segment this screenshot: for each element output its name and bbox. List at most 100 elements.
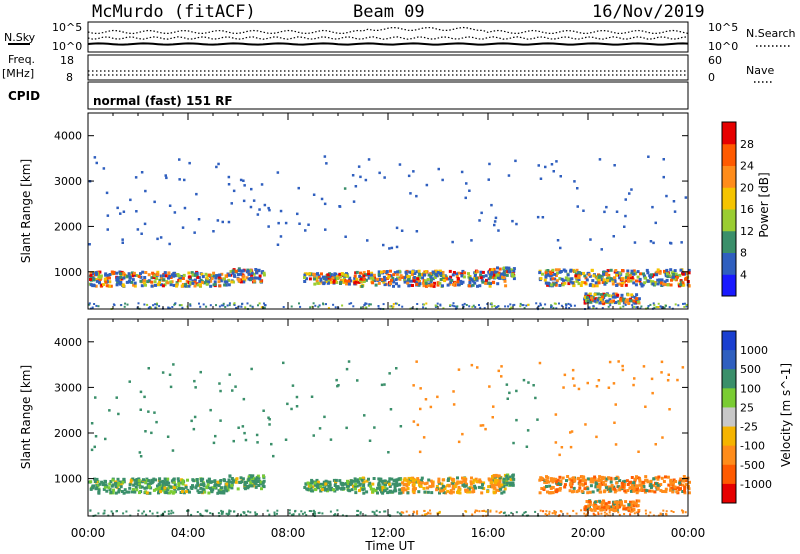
echo-cell [233, 274, 236, 278]
echo-cell [504, 284, 508, 288]
echo-cell [388, 485, 392, 488]
echo-cell [214, 434, 217, 438]
echo-cell [629, 500, 632, 504]
echo-cell [435, 488, 439, 492]
echo-cell [406, 487, 410, 491]
echo-cell [643, 281, 647, 285]
echo-cell [374, 283, 378, 287]
echo-cell [470, 278, 474, 282]
echo-cell [441, 484, 445, 488]
echo-cell [100, 480, 104, 484]
echo-cell [332, 488, 335, 492]
date-title: 16/Nov/2019 [592, 2, 705, 22]
echo-cell [417, 283, 421, 287]
echo-cell [359, 511, 362, 514]
echo-cell [682, 510, 685, 513]
echo-cell [480, 491, 484, 495]
echo-cell [296, 212, 299, 216]
echo-cell [200, 483, 203, 487]
echo-cell [534, 396, 537, 400]
echo-cell [200, 281, 204, 285]
echo-cell [484, 281, 488, 285]
echo-cell [340, 272, 344, 276]
echo-cell [457, 440, 461, 444]
echo-cell [233, 302, 236, 305]
echo-cell [452, 271, 456, 274]
echo-cell [374, 489, 378, 493]
echo-cell [423, 482, 427, 486]
echo-cell [569, 445, 573, 449]
echo-cell [599, 297, 603, 301]
echo-cell [679, 283, 683, 287]
echo-cell [217, 162, 220, 166]
echo-cell [321, 512, 324, 515]
echo-cell [584, 505, 588, 509]
echo-cell [418, 450, 422, 454]
echo-cell [204, 272, 208, 276]
echo-cell [167, 512, 170, 515]
echo-cell [226, 481, 230, 484]
echo-cell [411, 487, 415, 491]
echo-cell [243, 431, 246, 435]
echo-cell [630, 269, 634, 273]
echo-cell [583, 487, 587, 491]
echo-cell [471, 481, 475, 485]
echo-cell [679, 487, 682, 491]
echo-cell [615, 273, 618, 277]
echo-cell [395, 272, 399, 276]
echo-cell [627, 276, 630, 280]
echo-cell [500, 483, 504, 487]
echo-cell [396, 511, 399, 514]
echo-cell [171, 306, 174, 308]
echo-cell [298, 513, 301, 516]
echo-cell [568, 489, 572, 493]
echo-cell [383, 283, 387, 287]
echo-cell [600, 278, 604, 282]
echo-cell [117, 488, 121, 491]
echo-cell [211, 488, 215, 492]
echo-cell [426, 277, 430, 281]
echo-cell [250, 475, 253, 479]
echo-cell [225, 280, 229, 284]
echo-cell [225, 489, 229, 493]
echo-cell [163, 283, 167, 287]
echo-cell [508, 483, 512, 487]
echo-cell [97, 491, 101, 495]
echo-cell [569, 485, 573, 489]
echo-cell [605, 477, 609, 481]
echo-cell [88, 243, 91, 246]
echo-cell [423, 509, 426, 512]
echo-cell [640, 284, 644, 288]
echo-cell [172, 274, 176, 278]
echo-cell [606, 488, 610, 491]
echo-cell [469, 482, 473, 486]
echo-cell [180, 276, 184, 280]
echo-cell [399, 425, 403, 428]
echo-cell [594, 485, 598, 489]
echo-cell [196, 511, 199, 513]
echo-cell [662, 480, 666, 483]
echo-cell [354, 482, 358, 486]
echo-cell [360, 284, 364, 288]
echo-cell [592, 307, 595, 310]
echo-cell [318, 427, 322, 430]
echo-cell [371, 490, 375, 494]
echo-cell [591, 490, 595, 494]
echo-cell [406, 275, 410, 279]
echo-cell [224, 306, 227, 308]
echo-cell [93, 445, 96, 449]
y-ticklabel: 4000 [54, 336, 82, 349]
echo-cell [460, 170, 464, 174]
echo-cell [177, 274, 181, 278]
echo-cell [387, 480, 391, 484]
echo-cell [429, 275, 433, 279]
echo-cell [267, 416, 270, 419]
echo-cell [117, 412, 120, 416]
echo-cell [358, 477, 362, 481]
echo-cell [630, 276, 634, 279]
echo-cell [199, 370, 202, 374]
x-ticklabel: 12:00 [371, 526, 406, 540]
echo-cell [434, 273, 438, 277]
echo-cell [620, 284, 624, 287]
echo-cell [120, 490, 124, 493]
